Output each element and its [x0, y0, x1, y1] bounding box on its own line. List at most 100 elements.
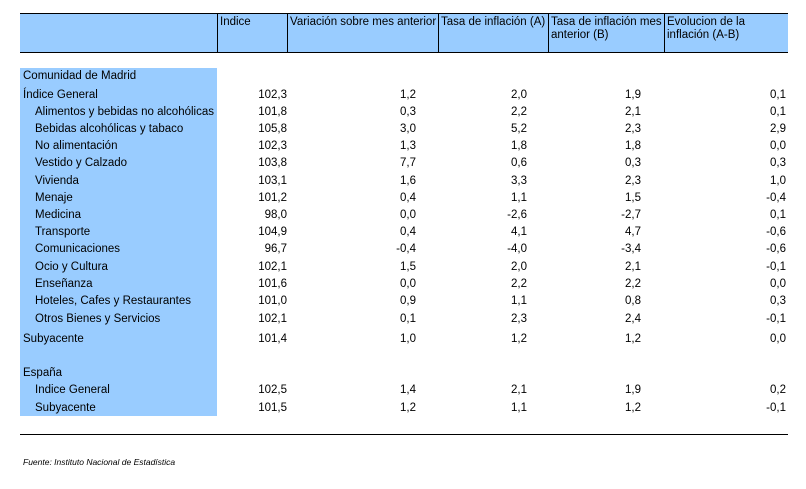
cell-value: 1,2 [625, 402, 641, 414]
table-row: Indice General 102,5 1,4 2,1 1,9 0,2 [20, 382, 788, 399]
cell-value: -4,0 [507, 243, 527, 255]
cell-value: 2,1 [625, 261, 641, 273]
section-title-label: España [23, 367, 63, 379]
cell-value: 1,0 [400, 333, 416, 345]
cell-value: -0,4 [766, 192, 786, 204]
cell-value: 1,9 [625, 89, 641, 101]
header-evolucion: Evolucion de la inflación (A-B) [664, 14, 788, 52]
cell-value: 1,1 [511, 295, 527, 307]
row-label: Enseñanza [35, 278, 93, 290]
table-row: No alimentación 102,3 1,3 1,8 1,8 0,0 [20, 138, 788, 155]
cell-value: 2,0 [511, 261, 527, 273]
bottom-divider [20, 434, 788, 435]
cell-value: 102,1 [258, 313, 287, 325]
row-label: Vestido y Calzado [35, 157, 128, 169]
table-row: Índice General 102,3 1,2 2,0 1,9 0,1 [20, 87, 788, 104]
cell-value: 102,1 [258, 261, 287, 273]
cell-value: 2,3 [511, 313, 527, 325]
cell-value: 1,8 [625, 140, 641, 152]
cell-value: 102,5 [258, 384, 287, 396]
cell-value: 1,8 [511, 140, 527, 152]
cell-value: 7,7 [400, 157, 416, 169]
cell-value: 102,3 [258, 140, 287, 152]
cell-value: 0,4 [400, 192, 416, 204]
row-label: Ocio y Cultura [35, 261, 108, 273]
cell-value: 0,0 [400, 209, 416, 221]
cell-value: 1,2 [625, 333, 641, 345]
row-label: Bebidas alcohólicas y tabaco [35, 123, 184, 135]
header-indice: Indice [217, 14, 287, 52]
cell-value: 2,3 [625, 123, 641, 135]
cell-value: 2,1 [625, 106, 641, 118]
cell-value: 0,1 [770, 209, 786, 221]
row-label: Subyacente [23, 333, 84, 345]
cell-value: 0,6 [511, 157, 527, 169]
table-row: Bebidas alcohólicas y tabaco 105,8 3,0 5,2 2… [20, 121, 788, 138]
cell-value: 1,9 [625, 384, 641, 396]
cell-value: 0,1 [400, 313, 416, 325]
cell-value: -2,6 [507, 209, 527, 221]
table-row: Comunicaciones 96,7 -0,4 -4,0 -3,4 -0,6 [20, 241, 788, 258]
row-label: Alimentos y bebidas no alcohólicas [35, 106, 214, 118]
cell-value: 0,3 [770, 295, 786, 307]
section-title-label: Comunidad de Madrid [23, 70, 137, 82]
cell-value: 2,2 [625, 278, 641, 290]
cell-value: 0,8 [625, 295, 641, 307]
cell-value: 1,5 [625, 192, 641, 204]
cell-value: 1,0 [770, 175, 786, 187]
table-row: Menaje 101,2 0,4 1,1 1,5 -0,4 [20, 190, 788, 207]
row-label: Medicina [35, 209, 82, 221]
cell-value: 1,2 [400, 89, 416, 101]
cell-value: 0,4 [400, 226, 416, 238]
cell-value: -2,7 [621, 209, 641, 221]
source-note: Fuente: Instituto Nacional de Estadístic… [23, 457, 176, 467]
table-row: Vivienda 103,1 1,6 3,3 2,3 1,0 [20, 173, 788, 190]
header-variacion: Variación sobre mes anterior [287, 14, 438, 52]
cell-value: 101,4 [258, 333, 287, 345]
header-tasa-b: Tasa de inflación mes anterior (B) [548, 14, 664, 52]
cell-value: 0,0 [770, 333, 786, 345]
table-row: Transporte 104,9 0,4 4,1 4,7 -0,6 [20, 224, 788, 241]
cell-value: 3,3 [511, 175, 527, 187]
cell-value: 1,3 [400, 140, 416, 152]
cell-value: 1,2 [400, 402, 416, 414]
row-label: Comunicaciones [35, 243, 121, 255]
row-label: Transporte [35, 226, 91, 238]
cell-value: 102,3 [258, 89, 287, 101]
table-row: Medicina 98,0 0,0 -2,6 -2,7 0,1 [20, 207, 788, 224]
cell-value: 0,3 [400, 106, 416, 118]
row-label: No alimentación [35, 140, 118, 152]
label-column [20, 68, 217, 416]
cell-value: 5,2 [511, 123, 527, 135]
table-row: Subyacente 101,5 1,2 1,1 1,2 -0,1 [20, 400, 788, 417]
cell-value: -0,4 [396, 243, 416, 255]
cell-value: 3,0 [400, 123, 416, 135]
table-row: Enseñanza 101,6 0,0 2,2 2,2 0,0 [20, 276, 788, 293]
table-header: Indice Variación sobre mes anterior Tasa… [20, 13, 788, 53]
cell-value: 1,5 [400, 261, 416, 273]
cell-value: 101,2 [258, 192, 287, 204]
cell-value: 1,6 [400, 175, 416, 187]
cell-value: -3,4 [621, 243, 641, 255]
cell-value: 2,1 [511, 384, 527, 396]
header-tasa-a: Tasa de inflación (A) [438, 14, 548, 52]
cell-value: -0,1 [766, 261, 786, 273]
row-label: Menaje [35, 192, 73, 204]
cell-value: 104,9 [258, 226, 287, 238]
cell-value: -0,6 [766, 243, 786, 255]
cell-value: 1,4 [400, 384, 416, 396]
table-row: Hoteles, Cafes y Restaurantes 101,0 0,9 1,1… [20, 293, 788, 310]
cell-value: 0,0 [400, 278, 416, 290]
cell-value: 0,0 [770, 140, 786, 152]
table-row: Vestido y Calzado 103,8 7,7 0,6 0,3 0,3 [20, 155, 788, 172]
cell-value: 0,0 [770, 278, 786, 290]
row-label: Hoteles, Cafes y Restaurantes [35, 295, 191, 307]
row-label: Subyacente [35, 402, 96, 414]
table-row: Subyacente 101,4 1,0 1,2 1,2 0,0 [20, 331, 788, 348]
cell-value: 0,1 [770, 106, 786, 118]
cell-value: 98,0 [264, 209, 287, 221]
row-label: Índice General [23, 89, 98, 101]
cell-value: 2,2 [511, 106, 527, 118]
table-row: Otros Bienes y Servicios 102,1 0,1 2,3 2,4 -0… [20, 311, 788, 328]
table-row: Alimentos y bebidas no alcohólicas 101,8 0… [20, 104, 788, 121]
